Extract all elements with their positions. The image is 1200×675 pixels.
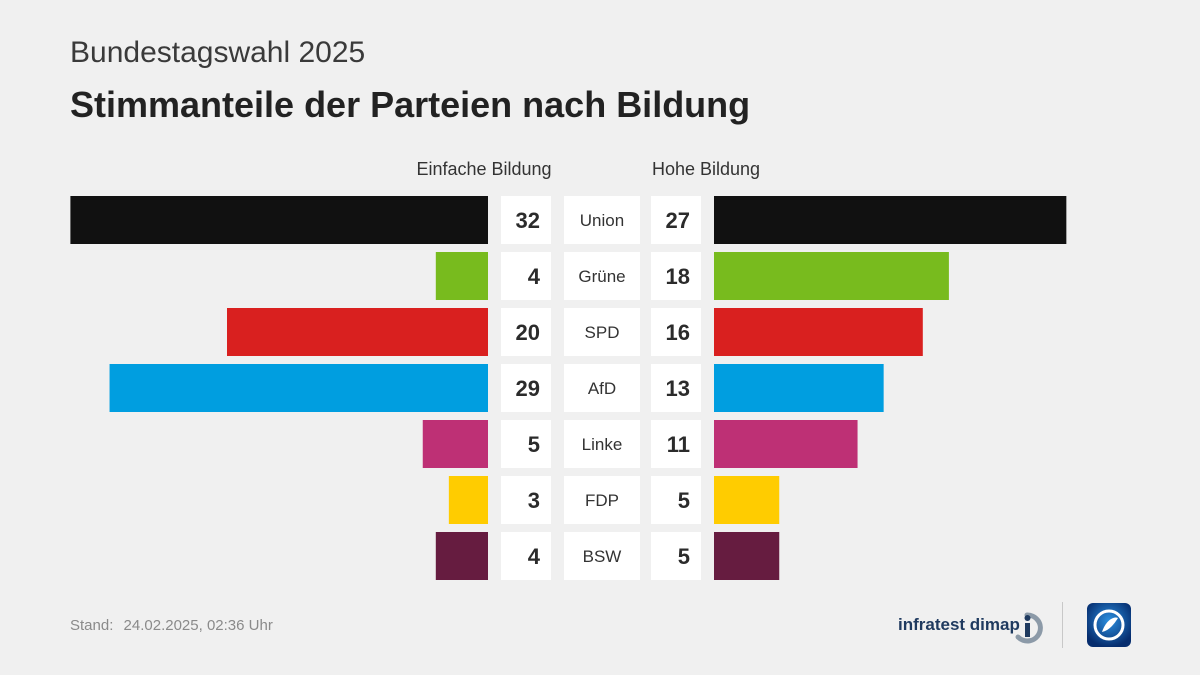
value-right-spd: 16 (666, 320, 690, 345)
value-left-linke: 5 (528, 432, 540, 457)
bar-right-spd (714, 308, 923, 356)
value-right-gr-ne: 18 (666, 264, 690, 289)
value-box-right (651, 308, 701, 356)
butterfly-chart: Einfache Bildung Hohe Bildung 32 Union 27 4 Gr… (70, 159, 1067, 580)
chart-title: Stimmanteile der Parteien nach Bildung (70, 84, 751, 125)
category-label-union: Union (580, 211, 624, 230)
value-box-left (501, 532, 551, 580)
value-right-linke: 11 (667, 432, 690, 457)
value-left-union: 32 (516, 208, 540, 233)
bar-left-spd (227, 308, 488, 356)
category-box (564, 252, 640, 300)
value-left-fdp: 3 (528, 488, 540, 513)
category-label-afd: AfD (588, 379, 616, 398)
bar-left-bsw (435, 532, 488, 580)
value-box-left (501, 364, 551, 412)
value-box-right (651, 532, 701, 580)
bar-right-linke (714, 420, 858, 468)
category-label-linke: Linke (582, 435, 623, 454)
bar-right-union (714, 196, 1067, 244)
bar-right-bsw (714, 532, 780, 580)
bar-left-union (70, 196, 489, 244)
value-left-spd: 20 (516, 320, 540, 345)
category-label-bsw: BSW (583, 547, 622, 566)
value-box-left (501, 308, 551, 356)
category-label-spd: SPD (585, 323, 620, 342)
right-series-label: Hohe Bildung (652, 159, 760, 179)
value-box-left (501, 476, 551, 524)
category-box (564, 308, 640, 356)
category-box (564, 532, 640, 580)
timestamp: Stand: 24.02.2025, 02:36 Uhr (70, 617, 279, 634)
bar-left-afd (109, 364, 489, 412)
value-left-afd: 29 (516, 376, 540, 401)
left-series-label: Einfache Bildung (416, 159, 551, 179)
value-box-right (651, 476, 701, 524)
category-box (564, 420, 640, 468)
tagesschau-logo-icon (1087, 603, 1131, 647)
value-box-left (501, 196, 551, 244)
value-box-right (651, 196, 701, 244)
bar-left-fdp (448, 476, 488, 524)
infratest-dimap-logo-icon (1015, 612, 1043, 644)
value-box-right (651, 364, 701, 412)
bar-left-linke (422, 420, 488, 468)
value-box-right (651, 252, 701, 300)
category-box (564, 476, 640, 524)
footer-divider (1062, 602, 1063, 648)
value-right-afd: 13 (666, 376, 690, 401)
chart-supertitle: Bundestagswahl 2025 (70, 36, 366, 69)
category-box (564, 196, 640, 244)
bar-left-gr-ne (435, 252, 488, 300)
value-right-union: 27 (666, 208, 690, 233)
timestamp-label: Stand: (70, 617, 114, 634)
value-box-left (501, 420, 551, 468)
timestamp-value: 24.02.2025, 02:36 Uhr (123, 617, 273, 634)
bar-right-fdp (714, 476, 780, 524)
value-right-bsw: 5 (678, 544, 690, 569)
bar-right-afd (714, 364, 884, 412)
category-label-gr-ne: Grüne (578, 267, 625, 286)
value-box-left (501, 252, 551, 300)
category-box (564, 364, 640, 412)
category-label-fdp: FDP (585, 491, 619, 510)
value-box-right (651, 420, 701, 468)
value-left-gr-ne: 4 (528, 264, 541, 289)
value-right-fdp: 5 (678, 488, 690, 513)
brand-name: infratest dimap (898, 615, 1020, 634)
bar-right-gr-ne (714, 252, 949, 300)
value-left-bsw: 4 (528, 544, 541, 569)
